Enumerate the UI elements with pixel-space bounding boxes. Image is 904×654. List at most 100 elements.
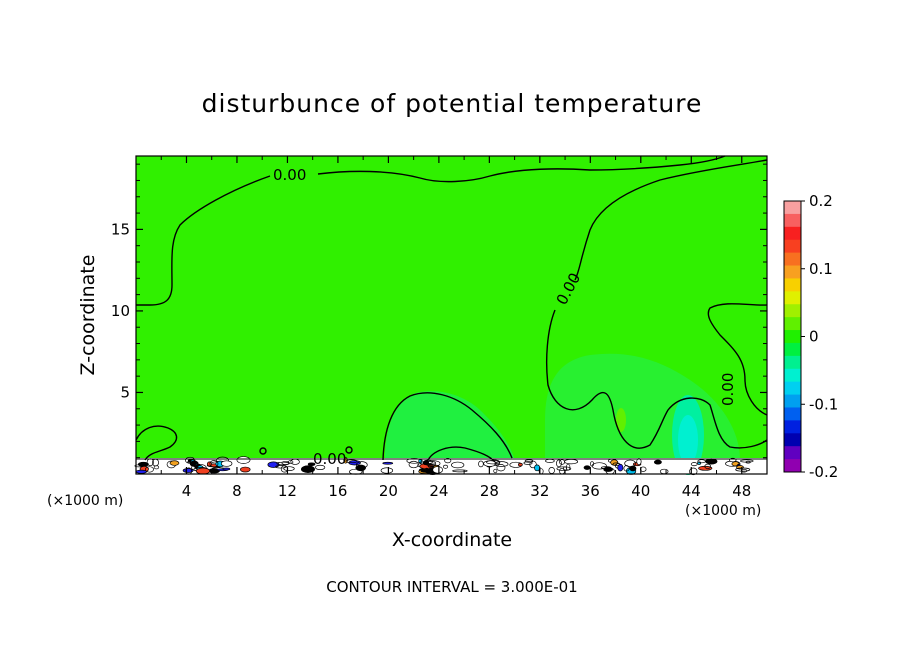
x-tick-label-5: 24 (429, 482, 448, 500)
colorbar-segment-12 (784, 355, 801, 370)
colorbar-segment-14 (784, 381, 801, 396)
x-axis-label: X-coordinate (392, 529, 512, 551)
colorbar-segment-3 (784, 239, 801, 254)
surface-blob (735, 467, 751, 472)
colorbar-segment-13 (784, 368, 801, 383)
x-tick-label-8: 36 (581, 482, 600, 500)
colorbar-tick-label-2: 0 (809, 328, 819, 346)
x-tick-label-2: 12 (278, 482, 297, 500)
colorbar-segment-7 (784, 291, 801, 305)
contour-dot-2 (345, 446, 353, 454)
surface-blob (236, 456, 251, 464)
surface-blob (315, 464, 326, 471)
surface-blob (444, 458, 452, 464)
surface-blob (739, 459, 754, 463)
plot-area: 0.00 0.00 0.00 0.00 4 8 12 16 20 24 28 32 36 40 44… (111, 155, 768, 500)
surface-blob (636, 458, 642, 466)
contour-line-mid-small (426, 446, 496, 463)
x-tick-label-1: 8 (232, 482, 242, 500)
x-tick-label-7: 32 (530, 482, 549, 500)
surface-blob (452, 469, 468, 473)
x-unit-right: (×1000 m) (685, 503, 761, 519)
x-tick-label-9: 40 (631, 482, 650, 500)
surface-blob (380, 467, 394, 474)
colorbar-segment-16 (784, 407, 801, 421)
contour-line-left-low (135, 425, 178, 461)
colorbar-segment-5 (784, 265, 801, 279)
surface-blob (689, 467, 698, 476)
surface-blob (275, 465, 287, 469)
colorbar: 0.2 0.1 0 -0.1 -0.2 (783, 192, 838, 481)
x-tick-label-4: 20 (379, 482, 398, 500)
field-plume-inner (678, 415, 698, 465)
surface-blob (451, 461, 465, 469)
surface-blob (623, 465, 630, 472)
surface-blob (153, 465, 160, 470)
colorbar-segment-17 (784, 420, 801, 434)
colorbar-segment-15 (784, 394, 801, 408)
x-tick-label-3: 16 (328, 482, 347, 500)
surface-blob (135, 469, 147, 474)
colorbar-segment-19 (784, 446, 801, 460)
surface-blob (222, 467, 231, 471)
colorbar-segment-2 (784, 226, 801, 241)
contour-line-right-edge (707, 303, 768, 416)
field-plume-small (616, 408, 626, 432)
surface-blob (523, 461, 533, 465)
contour-line-upper (136, 155, 726, 306)
contour-label-1: 0.00 (273, 166, 306, 184)
contour-lines (135, 155, 768, 463)
colorbar-segment-11 (784, 342, 801, 357)
colorbar-tick-label-1: 0.1 (809, 260, 833, 278)
chart-title: disturbunce of potential temperature (202, 89, 703, 118)
surface-blob (283, 466, 295, 472)
surface-blob (704, 463, 712, 469)
plot-frame (135, 155, 768, 475)
colorbar-segment-6 (784, 278, 801, 292)
surface-blob (300, 465, 315, 473)
surface-blob (134, 464, 144, 468)
contour-label-3: 0.00 (719, 373, 737, 406)
surface-blob (382, 461, 394, 465)
colorbar-tick-label-3: -0.1 (809, 395, 838, 413)
contour-interval-text: CONTOUR INTERVAL = 3.000E-01 (326, 578, 577, 596)
surface-blob (145, 466, 154, 473)
surface-blob (705, 458, 718, 465)
y-tick-label-0: 5 (120, 383, 130, 401)
x-tick-label-10: 44 (682, 482, 701, 500)
contour-label-4: 0.00 (313, 450, 346, 468)
x-tick-label-6: 28 (480, 482, 499, 500)
surface-blob (432, 466, 443, 474)
colorbar-tick-label-4: -0.2 (809, 463, 838, 481)
surface-blob (408, 460, 419, 469)
surface-blob (653, 459, 662, 465)
surface-blob (209, 460, 219, 468)
surface-blob (617, 463, 624, 472)
surface-blob (517, 462, 523, 467)
surface-blob (591, 462, 607, 470)
surface-blob (356, 461, 368, 469)
surface-blob (624, 459, 636, 467)
x-unit-left: (×1000 m) (47, 493, 123, 509)
colorbar-segment-10 (784, 330, 801, 344)
surface-blob (307, 462, 316, 466)
y-axis-label: Z-coordinate (77, 255, 99, 376)
surface-blob (239, 466, 251, 473)
surface-blob (442, 464, 449, 469)
surface-blob (206, 461, 212, 467)
colorbar-segment-18 (784, 433, 801, 447)
surface-blob (556, 466, 572, 471)
surface-blob (690, 462, 698, 467)
contour-dot-1 (259, 447, 267, 455)
y-tick-label-1: 10 (111, 302, 130, 320)
surface-blob (220, 460, 233, 467)
surface-blob (493, 468, 498, 474)
x-tick-label-0: 4 (182, 482, 192, 500)
surface-blob (169, 460, 180, 466)
surface-blob (496, 464, 506, 472)
surface-blob (420, 469, 433, 473)
surface-blob (745, 460, 751, 464)
field-region-neg-weak (385, 391, 515, 460)
